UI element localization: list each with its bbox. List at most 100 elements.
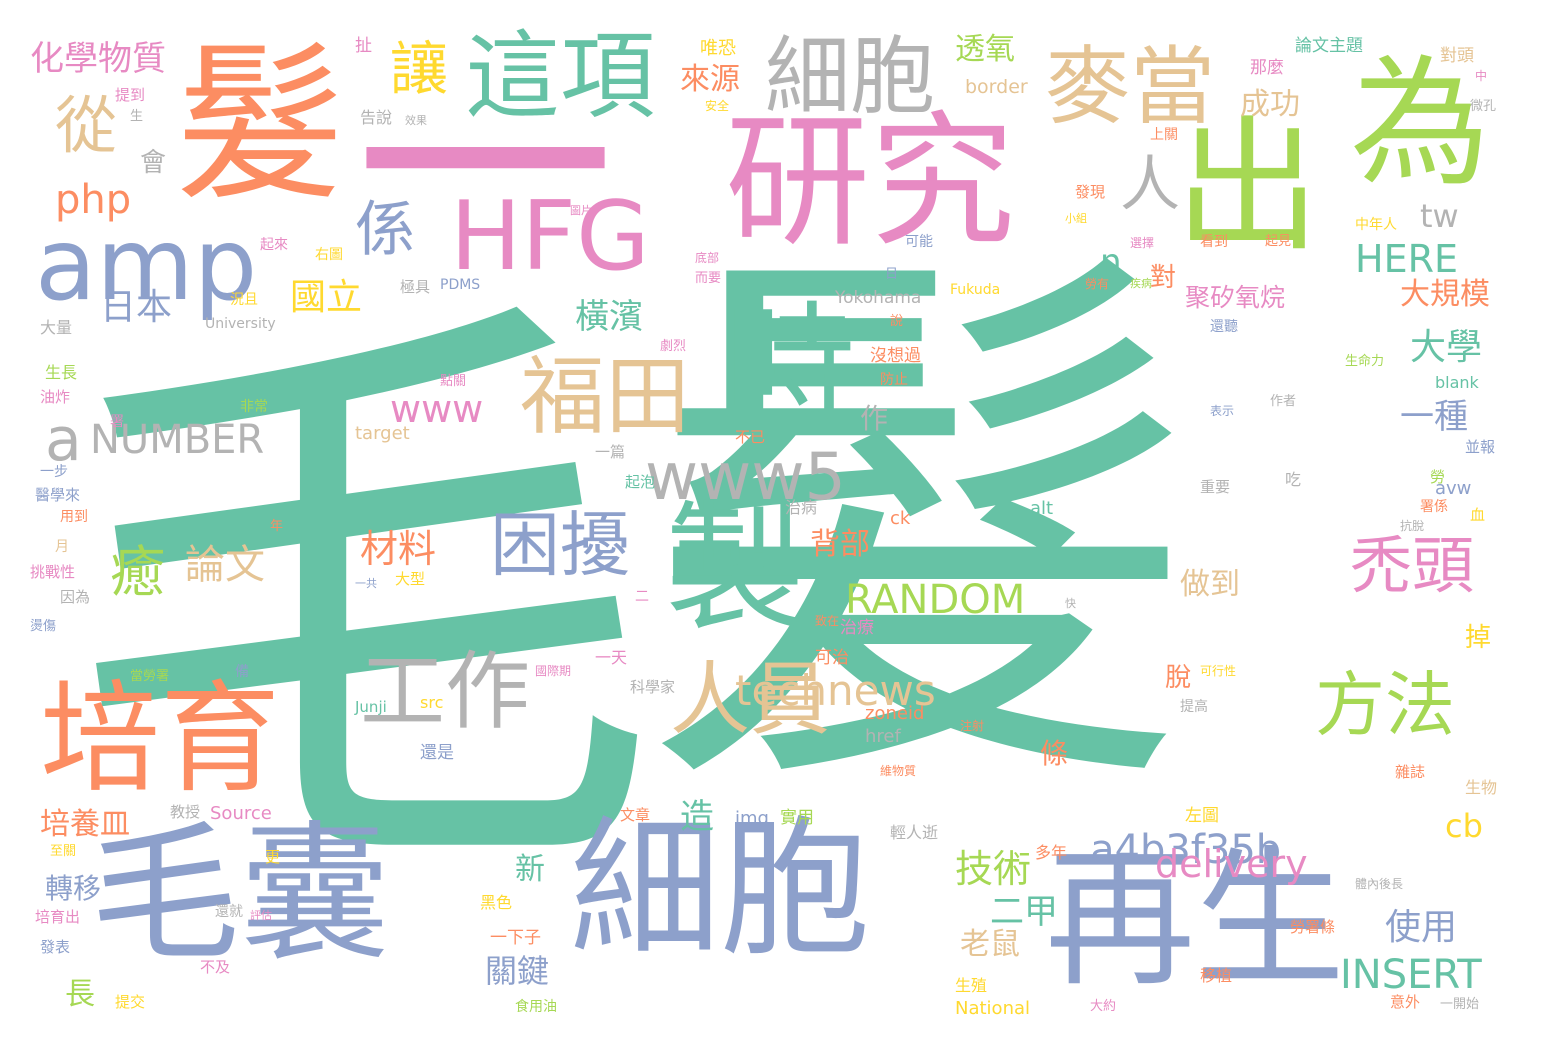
word-geng: 更 [265,848,281,866]
word-mao-fa: 髮 [175,26,346,224]
word-er: 二 [635,589,649,605]
word-che: 扯 [355,36,372,56]
word-zao: 造 [680,797,714,837]
word-technews: technews [735,666,936,715]
word-duonian: 多年 [1035,843,1068,862]
word-touyang: 透氧 [955,32,1015,67]
word-zuo: 作 [860,402,889,435]
word-zuotu: 左圖 [1185,806,1219,826]
word-yizhong: 一種 [1400,397,1468,437]
word-fukuda-en: Fukuda [950,282,1001,298]
word-shiyong: 使用 [1385,907,1458,948]
word-jiju: 極具 [400,278,431,296]
word-nian: 年 [270,519,284,534]
word-faxian: 發現 [1075,183,1106,201]
word-kuai: 快 [1065,597,1076,610]
word-qiusi: 抗脫 [1400,519,1425,533]
word-delivery: delivery [1155,842,1308,886]
word-avw: avw [1435,478,1472,499]
word-yiming: 一共 [355,577,377,590]
word-tutou: 禿頭 [1350,529,1475,602]
word-shu: 署係 [1420,499,1448,515]
word-yu: 癒 [110,540,166,604]
word-jibing: 疾病 [1130,277,1152,290]
word-biaoshi: 表示 [1210,404,1235,418]
word-tijiao: 提交 [115,993,146,1011]
word-huanjiu: 還就 [215,904,243,920]
word-university: University [205,316,276,332]
word-zhibing: 治病 [785,498,818,517]
word-zhi: 製 [665,488,806,651]
word-yanjiu: 研究 [725,98,1015,267]
word-jiaoshou: 教授 [170,803,201,821]
word-tiaozhan: 挑戰性 [30,563,76,581]
word-heise: 黑色 [480,893,513,912]
word-fabiao: 發表 [40,938,71,956]
word-php: php [55,177,132,223]
word-lunwenzhuti: 論文主題 [1295,36,1363,56]
word-shengzhang: 生長 [45,363,78,382]
word-dayue: 大約 [1090,999,1117,1014]
word-wenzhang: 文章 [620,806,651,824]
word-dui: 對 [1150,263,1177,293]
word-cailiao: 材料 [360,527,437,571]
word-here: HERE [1355,237,1458,281]
word-src: src [420,693,444,712]
word-zhongnian: 中年人 [1355,217,1397,233]
word-laiyuan: 來源 [680,62,740,97]
word-shu2: 署 [110,414,124,430]
word-insert: INSERT [1340,952,1482,998]
word-maidang: 麥當 [1045,38,1216,137]
word-nage: 那麼 [1250,58,1284,78]
word-qipao: 起泡 [625,473,656,491]
word-shengzhi: 生殖 [955,976,988,995]
word-dianguan: 點關 [440,374,467,389]
word-bingbao: 並報 [1465,438,1496,456]
word-alt: alt [1030,498,1054,519]
word-tidao: 提到 [115,86,146,104]
word-zazhi: 雜誌 [1395,763,1426,781]
word-xin: 新 [515,852,545,887]
word-a4b: a4b3f35b [1090,827,1282,873]
word-n: n [1100,242,1122,282]
word-shiyongyou: 食用油 [515,999,557,1015]
word-laoshu: 老鼠 [960,927,1020,962]
word-href: href [865,726,901,747]
word-yipian: 一篇 [595,443,626,461]
word-yiwai: 意外 [1390,993,1421,1011]
word-amp: amp [35,206,258,323]
word-beibu: 背部 [810,527,870,562]
word-bei: 備 [235,664,249,680]
word-rang: 讓 [380,38,448,96]
word-pdms: PDMS [440,277,481,293]
word-border: border [965,76,1028,98]
word-weidao: 維物質 [880,764,917,778]
word-huaxue: 化學物質 [30,39,166,79]
word-anquan: 安全 [705,99,730,113]
word-diao: 掉 [1465,623,1492,653]
word-number: NUMBER [90,417,265,463]
word-kanjian: 看到 [1200,234,1228,250]
word-zhuanxin: 還聽 [1210,319,1238,335]
word-youzha: 油炸 [40,388,71,406]
word-juxi: 聚矽氧烷 [1185,283,1286,312]
word-peiyuchu: 培育出 [35,908,81,926]
word-zhiliao: 治療 [840,618,874,638]
word-a: a [45,405,82,475]
word-qijian: 起見 [1265,234,1292,249]
word-xuanze: 選擇 [1130,236,1155,250]
word-yinwei: 因為 [60,588,91,606]
word-ck: ck [890,508,911,529]
word-daxing: 大型 [395,570,426,588]
word-ri: 日 [885,267,899,282]
word-yitian: 一天 [595,648,628,667]
word-yue: 月 [55,539,69,555]
word-feichang: 非常 [240,399,268,415]
word-cb: cb [1445,807,1483,845]
word-national: National [955,998,1031,1019]
word-riben: 日本 [100,287,173,328]
word-daliang: 大量 [40,318,73,337]
word-yi: 一 [355,19,615,321]
word-shi: 時 [725,289,856,441]
